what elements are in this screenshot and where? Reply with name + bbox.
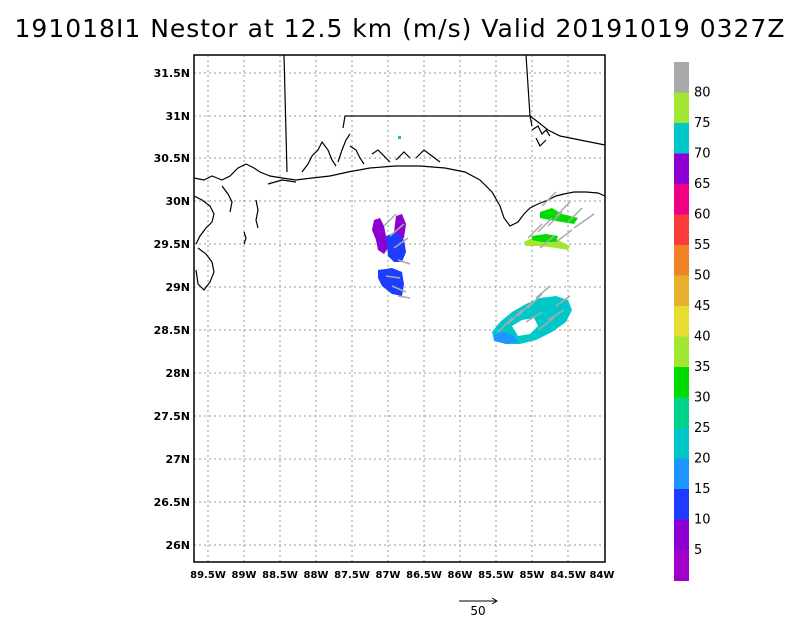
latitude-labels: 31.5N 31N 30.5N 30N 29.5N 29N 28.5N 28N … <box>154 67 190 552</box>
colorbar-label: 70 <box>694 147 711 162</box>
colorbar-label: 25 <box>694 421 711 436</box>
colorbar-label: 55 <box>694 238 711 253</box>
colorbar-label: 35 <box>694 360 711 375</box>
colorbar-label: 50 <box>694 269 711 284</box>
lon-label: 84W <box>590 570 615 581</box>
wind-pixel-tiny <box>398 136 401 139</box>
coastline <box>193 54 606 291</box>
colorbar-swatch <box>674 184 689 215</box>
wind-cluster-green-strip <box>532 234 558 242</box>
colorbar: 80 75 70 65 60 55 50 45 40 35 30 25 20 15 10 5 <box>674 62 711 581</box>
lat-label: 27N <box>165 453 190 466</box>
colorbar-label: 80 <box>694 86 711 101</box>
lon-label: 89W <box>232 570 257 581</box>
colorbar-label: 60 <box>694 208 711 223</box>
lat-label: 26.5N <box>154 496 190 509</box>
lon-label: 87.5W <box>334 570 370 581</box>
lon-label: 86.5W <box>406 570 442 581</box>
lat-label: 30N <box>165 195 190 208</box>
lon-label: 84.5W <box>550 570 586 581</box>
colorbar-swatch <box>674 153 689 185</box>
colorbar-label: 20 <box>694 452 711 467</box>
lat-label: 29.5N <box>154 238 190 251</box>
colorbar-swatch <box>674 489 689 520</box>
wind-speed-shading <box>372 136 578 344</box>
wind-cluster-blue-edge <box>494 332 518 344</box>
lon-label: 85.5W <box>478 570 514 581</box>
colorbar-label: 10 <box>694 513 711 528</box>
wind-vectors <box>383 191 595 333</box>
colorbar-swatch <box>674 62 689 93</box>
lat-label: 26N <box>165 539 190 552</box>
colorbar-label: 75 <box>694 116 711 131</box>
reference-arrowhead <box>491 597 498 605</box>
colorbar-swatch <box>674 519 689 551</box>
colorbar-label: 30 <box>694 391 711 406</box>
colorbar-label: 45 <box>694 299 711 314</box>
colorbar-swatch <box>674 458 689 490</box>
lon-label: 85W <box>520 570 545 581</box>
wind-cluster-blue-lower <box>378 268 404 296</box>
lat-label: 27.5N <box>154 410 190 423</box>
wind-cluster-white-hole <box>512 318 538 336</box>
lat-label: 31.5N <box>154 67 190 80</box>
colorbar-swatch <box>674 214 689 246</box>
lon-label: 86W <box>448 570 473 581</box>
colorbar-swatch <box>674 428 689 459</box>
map-title: 191018I1 Nestor at 12.5 km (m/s) Valid 2… <box>14 14 786 43</box>
lon-label: 88W <box>304 570 329 581</box>
colorbar-swatch <box>674 336 689 368</box>
colorbar-label: 40 <box>694 330 711 345</box>
reference-vector: 50 <box>459 597 498 618</box>
colorbar-swatch <box>674 397 689 429</box>
lon-label: 89.5W <box>190 570 226 581</box>
lon-label: 88.5W <box>262 570 298 581</box>
colorbar-label: 5 <box>694 543 702 558</box>
lat-label: 31N <box>165 110 190 123</box>
colorbar-swatch <box>674 245 689 276</box>
longitude-labels: 89.5W 89W 88.5W 88W 87.5W 87W 86.5W 86W … <box>190 570 614 581</box>
lat-label: 30.5N <box>154 152 190 165</box>
map-frame <box>193 54 606 563</box>
reference-vector-label: 50 <box>470 604 485 618</box>
lat-label: 28.5N <box>154 324 190 337</box>
colorbar-swatch <box>674 123 689 154</box>
lon-label: 87W <box>376 570 401 581</box>
colorbar-swatch <box>674 550 689 581</box>
lat-label: 29N <box>165 281 190 294</box>
colorbar-label: 15 <box>694 482 711 497</box>
colorbar-label: 65 <box>694 177 711 192</box>
colorbar-swatch <box>674 275 689 307</box>
colorbar-swatch <box>674 306 689 337</box>
colorbar-swatch <box>674 367 689 398</box>
wind-cluster-purple <box>372 218 388 254</box>
colorbar-swatch <box>674 92 689 124</box>
lat-label: 28N <box>165 367 190 380</box>
